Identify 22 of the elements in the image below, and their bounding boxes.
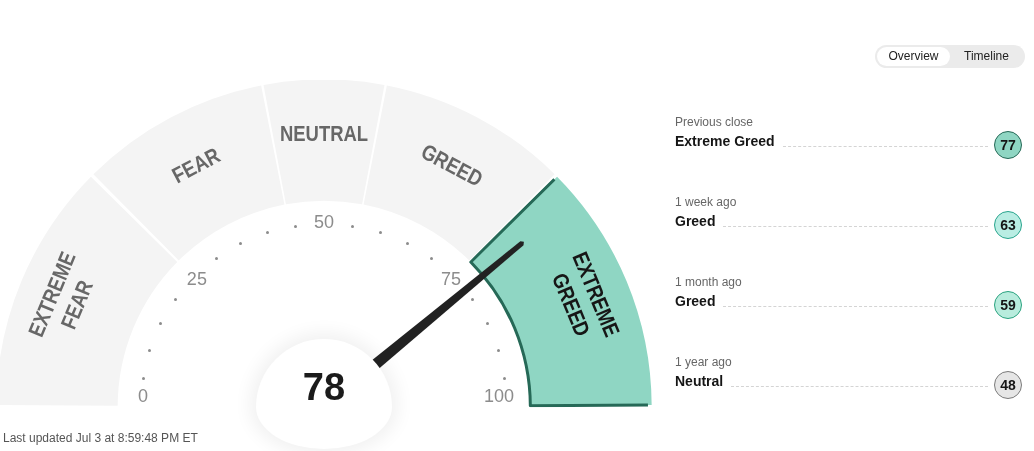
data-label: 77 <box>1000 137 1016 153</box>
text: 25 <box>186 268 207 289</box>
category-label: Previous close <box>675 115 754 129</box>
category-label: 1 month ago <box>675 275 742 289</box>
text: 75 <box>441 268 462 289</box>
slice-label: FEAR <box>168 142 225 188</box>
segmented-control: Overview Timeline <box>875 45 1025 68</box>
text: Neutral <box>675 372 724 390</box>
text: 50 <box>313 211 335 232</box>
data-label: 59 <box>1000 297 1016 313</box>
text: 0 <box>137 385 148 406</box>
text: Last updated Jul 3 at 8:59:48 PM ET <box>3 431 198 445</box>
category-label: 1 week ago <box>675 195 737 209</box>
text: 100 <box>483 385 515 406</box>
data-label: 48 <box>1000 377 1016 393</box>
text: Extreme Greed <box>675 132 775 150</box>
category-label: 1 year ago <box>675 355 732 369</box>
slice-label: NEUTRAL <box>279 121 369 146</box>
text: Greed <box>675 212 716 230</box>
text: 78 <box>302 366 346 408</box>
data-label: 63 <box>1000 217 1016 233</box>
text: Greed <box>675 292 716 310</box>
